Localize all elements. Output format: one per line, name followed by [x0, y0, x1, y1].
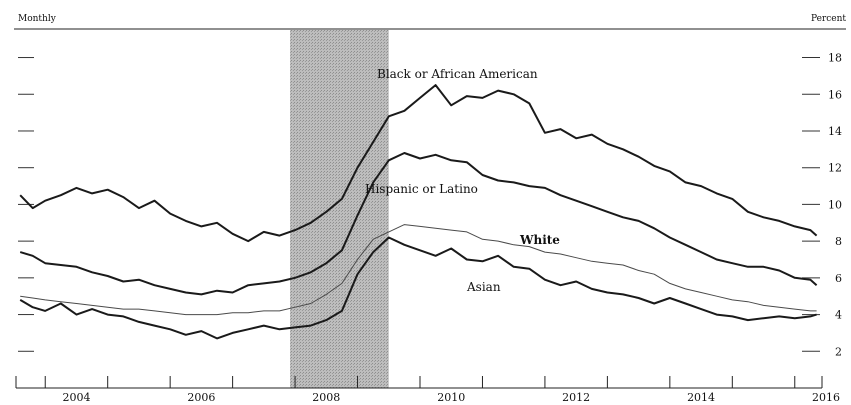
y-tick-label-4: 4 — [835, 309, 842, 322]
x-tick-label-2016: 2016 — [812, 391, 840, 404]
frequency-label: Monthly — [18, 14, 57, 24]
x-tick-label-2008: 2008 — [312, 391, 340, 404]
y-tick-label-16: 16 — [828, 88, 842, 101]
tick-mark-layer: 2 4 6 8 10 12 14 16 18 — [18, 52, 842, 358]
unit-label: Percent — [811, 14, 846, 24]
y-tick-label-12: 12 — [828, 162, 842, 175]
y-tick-label-18: 18 — [828, 52, 842, 65]
recession-band — [290, 30, 389, 388]
y-tick-label-10: 10 — [828, 198, 842, 211]
y-tick-label-14: 14 — [828, 125, 842, 138]
series-label-black-or-african-american: Black or African American — [377, 67, 538, 81]
y-tick-label-2: 2 — [835, 345, 842, 358]
x-axis: 2004 2006 2008 2010 2012 2014 2016 — [15, 376, 840, 404]
x-tick-label-2006: 2006 — [187, 391, 215, 404]
series-layer — [19, 84, 818, 340]
x-tick-label-2010: 2010 — [437, 391, 465, 404]
series-line-white — [20, 224, 817, 316]
series-label-white: White — [519, 233, 560, 247]
x-tick-label-2004: 2004 — [62, 391, 90, 404]
series-line-hispanic-or-latino — [19, 152, 818, 296]
series-label-hispanic-or-latino: Hispanic or Latino — [365, 182, 478, 196]
x-tick-label-2012: 2012 — [562, 391, 590, 404]
x-tick-label-2014: 2014 — [687, 391, 715, 404]
recession-layer — [290, 30, 389, 388]
series-line-black-or-african-american — [19, 84, 818, 243]
series-line-asian — [19, 236, 817, 340]
series-label-layer: Black or African American Hispanic or Lat… — [365, 67, 560, 294]
y-tick-label-6: 6 — [835, 272, 842, 285]
y-tick-label-8: 8 — [835, 235, 842, 248]
series-label-asian: Asian — [466, 280, 501, 294]
